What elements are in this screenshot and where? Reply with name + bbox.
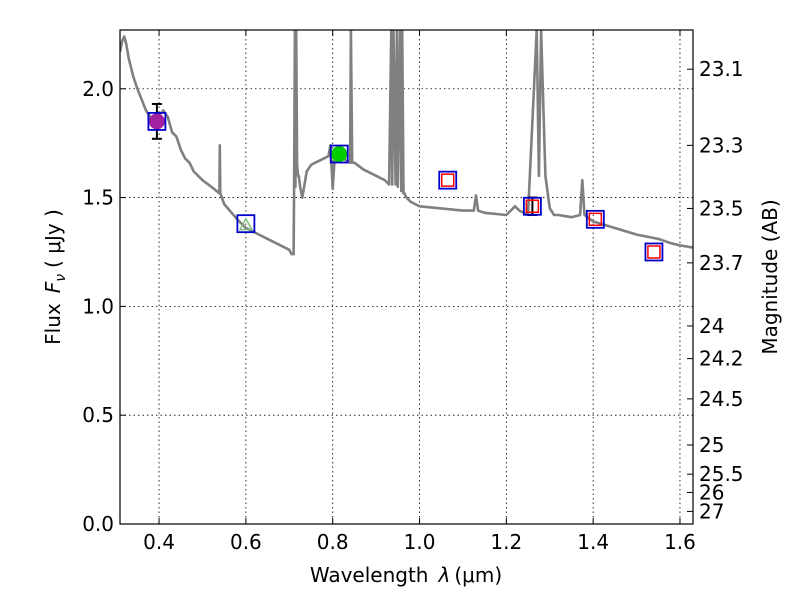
x-tick-label: 0.4 (143, 530, 175, 554)
plot-frame (119, 29, 694, 525)
y2-axis-title: Magnitude (AB) (758, 199, 782, 354)
y-tick-label: 0.0 (82, 512, 114, 536)
x-tick-label: 1.0 (404, 530, 436, 554)
y-tick-label: 1.5 (82, 186, 114, 210)
observed-flux-marker (440, 173, 455, 187)
observed-flux-marker (647, 245, 661, 259)
model-flux-square (329, 144, 349, 164)
model-flux-square (585, 209, 605, 229)
y2-tick-label: 23.7 (699, 251, 744, 275)
y-axis-title: FluxFν( μJy ) (41, 209, 69, 345)
y-tick-label: 1.0 (82, 294, 114, 318)
photometry-point (522, 196, 542, 216)
x-tick-label: 0.8 (317, 530, 349, 554)
photometry-point (147, 102, 167, 140)
photometry-point (329, 144, 349, 164)
photometry-point (644, 242, 664, 262)
y2-tick-label: 24.5 (699, 387, 744, 411)
photometry-point (236, 214, 256, 234)
photometry-point (438, 170, 458, 190)
photometry-points (147, 102, 664, 262)
y2-tick-label: 23.1 (699, 57, 744, 81)
y2-tick-label: 25.5 (699, 462, 744, 486)
observed-flux-marker (525, 199, 540, 214)
y2-tick-label: 23.3 (699, 133, 744, 157)
model-flux-square (147, 112, 167, 131)
x-tick-label: 1.2 (490, 530, 522, 554)
x-tick-label: 0.6 (230, 530, 262, 554)
model-flux-square (236, 214, 256, 234)
y2-tick-label: 24 (699, 314, 724, 338)
x-tick-label: 1.6 (664, 530, 696, 554)
observed-flux-marker (331, 146, 348, 163)
y2-tick-label: 23.5 (699, 196, 744, 220)
y-tick-label: 0.5 (82, 403, 114, 427)
y2-tick-label: 26 (699, 480, 724, 504)
y2-tick-label: 27 (699, 499, 724, 523)
x-axis-title: Wavelength λ (μm) (310, 563, 502, 587)
model-flux-square (438, 170, 458, 190)
photometry-point (585, 209, 605, 229)
model-flux-square (644, 242, 664, 262)
y2-tick-label: 25 (699, 433, 724, 457)
x-tick-label: 1.4 (577, 530, 609, 554)
observed-flux-marker (148, 113, 165, 130)
axis-ticks: 0.4 0.6 0.8 1.0 1.2 1.4 1.6 0.0 0.5 1.0 1.5 2.0 23.1… (82, 30, 744, 554)
y2-tick-label: 24.2 (699, 347, 744, 371)
observed-flux-marker (588, 212, 603, 227)
upper-limit-marker (238, 217, 254, 231)
model-flux-square (522, 196, 542, 216)
y-tick-label: 2.0 (82, 77, 114, 101)
